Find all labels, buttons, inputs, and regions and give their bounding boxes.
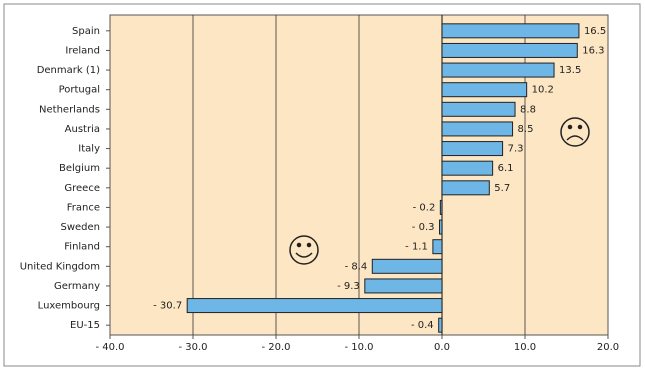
- bar: [371, 258, 443, 274]
- x-tick-label: 0.0: [434, 342, 450, 353]
- bar: [438, 317, 443, 333]
- x-tick-label: 10.0: [514, 342, 536, 353]
- value-label: - 8.4: [345, 261, 368, 272]
- value-label: 5.7: [494, 183, 510, 194]
- y-tick-label: France: [67, 202, 100, 213]
- value-label: 8.8: [520, 104, 536, 115]
- bar: [441, 62, 555, 78]
- y-tick-label: Italy: [78, 144, 100, 155]
- bar: [441, 180, 490, 196]
- bar: [186, 298, 443, 314]
- bar: [441, 101, 516, 117]
- y-tick-label: United Kingdom: [20, 261, 100, 272]
- y-tick-label: Belgium: [59, 163, 100, 174]
- value-label: 10.2: [532, 85, 554, 96]
- y-tick-label: Netherlands: [39, 104, 100, 115]
- value-label: - 0.4: [411, 320, 434, 331]
- value-label: 13.5: [559, 65, 581, 76]
- y-tick-label: Luxembourg: [38, 301, 100, 312]
- y-tick-label: Austria: [65, 124, 100, 135]
- smiley-happy: [289, 235, 319, 265]
- value-label: 16.5: [584, 26, 606, 37]
- value-label: - 1.1: [405, 242, 428, 253]
- bar: [441, 121, 514, 137]
- bar: [439, 199, 443, 215]
- value-label: - 9.3: [337, 281, 360, 292]
- value-label: 6.1: [498, 163, 514, 174]
- y-tick-label: Finland: [64, 242, 100, 253]
- value-label: - 30.7: [153, 301, 182, 312]
- bar: [432, 239, 443, 255]
- bar: [441, 82, 528, 98]
- y-tick-label: Greece: [64, 183, 100, 194]
- y-tick-label: Denmark (1): [37, 65, 100, 76]
- y-tick-label: Ireland: [65, 45, 100, 56]
- x-tick-label: 20.0: [597, 342, 619, 353]
- value-label: 16.3: [582, 45, 604, 56]
- x-tick-label: - 30.0: [178, 342, 207, 353]
- y-tick-label: EU-15: [70, 320, 100, 331]
- x-tick-label: - 10.0: [344, 342, 373, 353]
- bar: [441, 141, 504, 157]
- value-label: 7.3: [508, 144, 524, 155]
- bar: [364, 278, 443, 294]
- bar: [441, 42, 578, 58]
- bar: [441, 23, 580, 39]
- y-tick-label: Germany: [54, 281, 100, 292]
- value-label: 8.5: [518, 124, 534, 135]
- value-label: - 0.3: [412, 222, 435, 233]
- y-tick-label: Spain: [72, 26, 100, 37]
- value-label: - 0.2: [413, 202, 436, 213]
- y-tick-label: Portugal: [59, 85, 100, 96]
- bar: [439, 219, 443, 235]
- y-tick-label: Sweden: [60, 222, 100, 233]
- x-tick-label: - 20.0: [261, 342, 290, 353]
- bar: [441, 160, 494, 176]
- smiley-sad: [560, 117, 590, 147]
- x-tick-label: - 40.0: [95, 342, 124, 353]
